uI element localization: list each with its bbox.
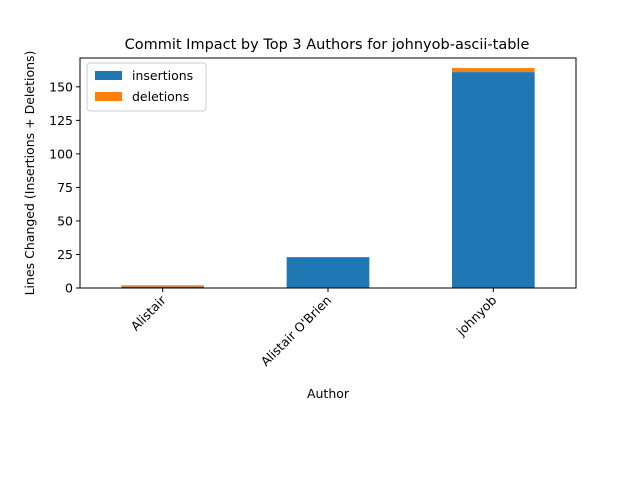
x-axis: Alistair Alistair O'Brien johnyob <box>128 288 500 370</box>
bars-layer <box>121 68 535 288</box>
y-tick-label-0: 0 <box>65 281 73 296</box>
bar-insertions-1 <box>286 257 370 288</box>
x-tick-label-2: johnyob <box>453 292 500 339</box>
chart-title: Commit Impact by Top 3 Authors for johny… <box>125 37 530 53</box>
y-axis-label: Lines Changed (Insertions + Deletions) <box>22 51 37 296</box>
y-axis: 0 25 50 75 100 125 150 <box>49 79 80 296</box>
x-tick-label-0: Alistair <box>128 292 170 334</box>
x-axis-label: Author <box>307 386 350 401</box>
y-tick-label-5: 125 <box>49 113 73 128</box>
bar-deletions-2 <box>452 68 535 73</box>
legend-label-deletions: deletions <box>132 89 189 104</box>
x-tick-label-1: Alistair O'Brien <box>258 293 335 370</box>
bar-deletions-0 <box>121 285 204 287</box>
legend-label-insertions: insertions <box>132 68 193 83</box>
y-tick-label-1: 25 <box>57 247 73 262</box>
bar-insertions-0 <box>121 286 204 288</box>
legend-swatch-deletions <box>95 92 122 101</box>
bar-insertions-2 <box>452 72 535 288</box>
y-tick-label-3: 75 <box>57 180 73 195</box>
y-tick-label-6: 150 <box>49 79 73 94</box>
legend: insertions deletions <box>86 62 207 112</box>
y-tick-label-4: 100 <box>49 146 73 161</box>
y-tick-label-2: 50 <box>57 213 73 228</box>
legend-swatch-insertions <box>95 71 122 80</box>
